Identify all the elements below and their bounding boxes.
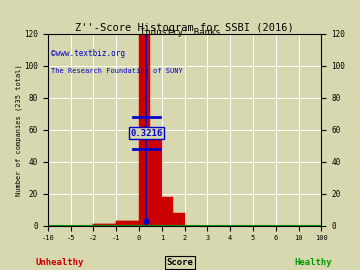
Bar	[94, 224, 116, 226]
Text: 0.3216: 0.3216	[130, 129, 162, 137]
Text: Healthy: Healthy	[294, 258, 332, 267]
Bar	[116, 221, 139, 226]
Text: The Research Foundation of SUNY: The Research Foundation of SUNY	[51, 68, 183, 75]
Bar	[116, 221, 139, 226]
Text: Unhealthy: Unhealthy	[36, 258, 84, 267]
Bar	[94, 224, 116, 226]
Y-axis label: Number of companies (235 total): Number of companies (235 total)	[15, 64, 22, 196]
Bar	[173, 213, 185, 226]
Text: Score: Score	[167, 258, 193, 267]
Bar	[139, 34, 150, 226]
Text: Industry: Banks: Industry: Banks	[140, 28, 220, 37]
Text: ©www.textbiz.org: ©www.textbiz.org	[51, 49, 125, 58]
Bar	[162, 197, 173, 226]
Title: Z''-Score Histogram for SSBI (2016): Z''-Score Histogram for SSBI (2016)	[75, 23, 294, 33]
Bar	[150, 130, 162, 226]
